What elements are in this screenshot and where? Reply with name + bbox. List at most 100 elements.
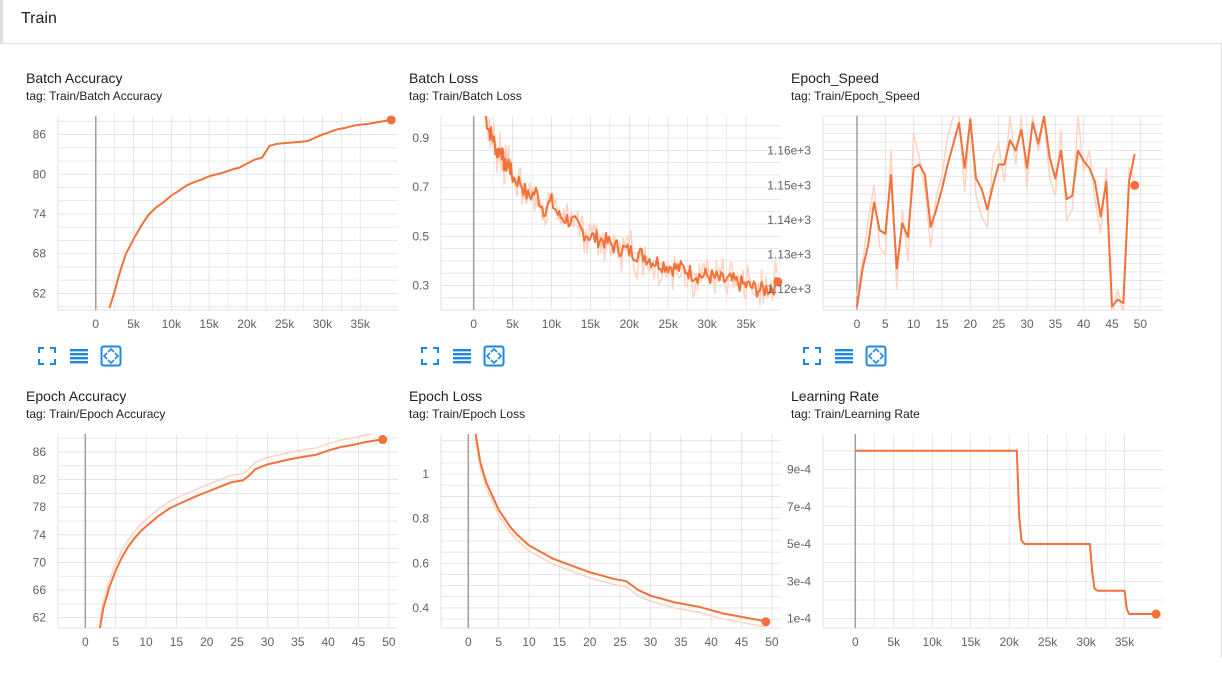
raw-series-line <box>99 434 378 622</box>
series-end-marker <box>773 277 783 287</box>
y-tick-label: 1.14e+3 <box>767 213 811 227</box>
chart-tag: tag: Train/Learning Rate <box>791 407 920 421</box>
icon-arrow <box>872 347 880 353</box>
y-tick-label: 0.4 <box>412 601 429 615</box>
icon-bar <box>835 349 853 352</box>
icon-stroke <box>421 347 427 353</box>
smoothed-series-line <box>474 434 767 623</box>
series-group <box>855 449 1157 616</box>
chart-toolbar <box>36 345 146 367</box>
x-tick-label: 10k <box>542 317 562 331</box>
toggle-log-scale-icon[interactable] <box>833 345 855 367</box>
icon-frame <box>483 345 505 367</box>
x-tick-label: 0 <box>470 317 477 331</box>
icon-stroke <box>803 359 809 365</box>
x-tick-label: 10 <box>907 317 921 331</box>
chart-card: Learning Rate tag: Train/Learning Rate 1e-… <box>787 388 1163 688</box>
icon-stroke <box>38 359 44 365</box>
x-tick-label: 35 <box>1049 317 1063 331</box>
icon-arrow <box>497 352 503 360</box>
series-end-marker <box>378 435 388 445</box>
x-tick-label: 30 <box>261 635 275 649</box>
chart-title: Learning Rate <box>791 388 879 404</box>
x-tick-label: 35 <box>291 635 305 649</box>
fullscreen-icon[interactable] <box>419 345 441 367</box>
chart-tag: tag: Train/Batch Accuracy <box>26 89 163 103</box>
y-tick-label: 1 <box>422 467 429 481</box>
x-tick-label: 20k <box>237 317 257 331</box>
x-tick-label: 0 <box>852 635 859 649</box>
x-tick-label: 20k <box>999 635 1019 649</box>
y-tick-label: 1.15e+3 <box>767 178 811 192</box>
icon-bar <box>453 357 471 360</box>
y-tick-label: 86 <box>33 128 47 142</box>
x-tick-label: 50 <box>1134 317 1148 331</box>
x-tick-label: 10 <box>139 635 153 649</box>
icon-arrow <box>114 352 120 360</box>
chart-title: Epoch_Speed <box>791 70 879 86</box>
x-tick-label: 15k <box>581 317 601 331</box>
icon-bar <box>70 353 88 356</box>
icon-bar <box>70 349 88 352</box>
x-tick-label: 25 <box>230 635 244 649</box>
chart-card: Epoch_Speed tag: Train/Epoch_Speed 1.12e+3… <box>767 70 1163 370</box>
x-tick-label: 5k <box>887 635 901 649</box>
icon-stroke <box>38 347 44 353</box>
y-tick-label: 0.8 <box>412 512 429 526</box>
x-tick-label: 30k <box>313 317 333 331</box>
y-tick-label: 1e-4 <box>787 612 811 626</box>
x-tick-label: 35k <box>1115 635 1135 649</box>
icon-stroke <box>421 359 427 365</box>
line-chart: 1.12e+3 1.13e+3 1.14e+3 1.15e+3 1.16e+3 0 5 10 1… <box>767 115 1163 331</box>
y-tick-label: 9e-4 <box>787 462 811 476</box>
x-tick-label: 15 <box>553 635 567 649</box>
icon-bar <box>453 349 471 352</box>
x-tick-label: 15 <box>170 635 184 649</box>
icon-stroke <box>433 359 439 365</box>
section-title: Train <box>21 10 57 27</box>
chart-title: Batch Accuracy <box>26 70 123 86</box>
icon-bar <box>835 361 853 364</box>
x-tick-label: 35k <box>351 317 371 331</box>
x-tick-label: 40 <box>704 635 718 649</box>
line-chart: 62 68 74 80 86 0 5k 10k 15k 20k 25k 30k 35k <box>33 115 398 331</box>
y-tick-label: 82 <box>33 473 47 487</box>
icon-stroke <box>50 347 56 353</box>
icon-arrow <box>102 352 108 360</box>
toggle-log-scale-icon[interactable] <box>68 345 90 367</box>
icon-bar <box>70 361 88 364</box>
chart-card: Epoch Accuracy tag: Train/Epoch Accuracy 6… <box>26 388 398 688</box>
y-tick-label: 1.16e+3 <box>767 144 811 158</box>
x-tick-label: 0 <box>82 635 89 649</box>
fit-domain-icon[interactable] <box>483 345 505 367</box>
x-tick-label: 15 <box>935 317 949 331</box>
series-group <box>856 116 1136 310</box>
x-tick-label: 5 <box>112 635 119 649</box>
chart-card: Batch Loss tag: Train/Batch Loss 0.3 0.5 0.7… <box>409 70 783 370</box>
fit-domain-icon[interactable] <box>865 345 887 367</box>
toggle-log-scale-icon[interactable] <box>451 345 473 367</box>
line-chart: 62 66 70 74 78 82 86 0 5 10 15 20 25 30 35 40 45 50 <box>33 434 398 649</box>
raw-series-line <box>474 439 767 628</box>
series-end-marker <box>1151 609 1161 619</box>
x-tick-label: 40 <box>321 635 335 649</box>
icon-arrow <box>485 352 491 360</box>
chart-tag: tag: Train/Batch Loss <box>409 89 522 103</box>
x-tick-label: 30k <box>1076 635 1096 649</box>
fullscreen-icon[interactable] <box>36 345 58 367</box>
chart-tag: tag: Train/Epoch_Speed <box>791 89 920 103</box>
x-tick-label: 35 <box>674 635 688 649</box>
chart-toolbar <box>419 345 529 367</box>
chart-title: Batch Loss <box>409 70 479 86</box>
x-tick-label: 10k <box>162 317 182 331</box>
y-tick-label: 74 <box>33 528 47 542</box>
icon-frame <box>865 345 887 367</box>
chart-card: Epoch Loss tag: Train/Epoch Loss 0.4 0.6 0.8… <box>409 388 781 688</box>
x-tick-label: 20 <box>200 635 214 649</box>
y-tick-label: 0.7 <box>412 180 429 194</box>
fullscreen-icon[interactable] <box>801 345 823 367</box>
fit-domain-icon[interactable] <box>100 345 122 367</box>
icon-arrow <box>867 352 873 360</box>
series-group <box>474 434 767 628</box>
x-tick-label: 30 <box>1020 317 1034 331</box>
